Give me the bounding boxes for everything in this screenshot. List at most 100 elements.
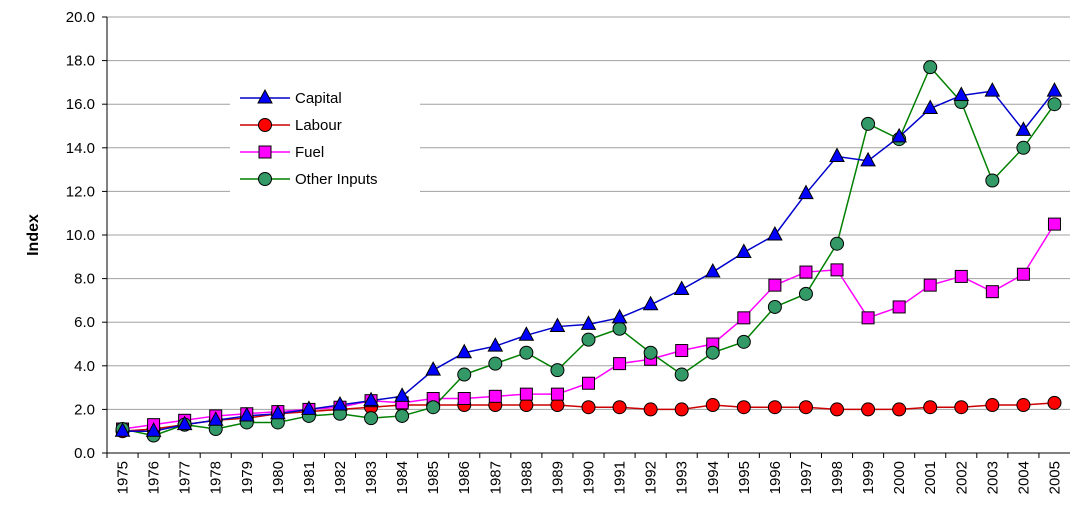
data-point [550,387,564,401]
x-tick-label: 1983 [363,461,380,494]
x-tick-label: 2002 [953,461,970,494]
data-point [985,173,1000,188]
y-tick-label: 18.0 [66,53,95,70]
y-axis-label: Index [25,214,42,256]
data-point [798,286,813,301]
y-tick-label: 16.0 [66,96,95,113]
data-point [643,345,658,360]
data-point [673,280,690,295]
data-point [830,236,845,251]
data-point [953,86,970,101]
data-point [923,278,937,292]
legend-marker [258,172,272,186]
data-point [954,400,969,415]
legend-marker [258,118,272,132]
data-point [704,263,721,278]
x-tick-label: 1984 [394,461,411,494]
x-tick-label: 2005 [1046,461,1063,494]
x-tick-label: 1991 [612,461,629,494]
data-point [1047,97,1062,112]
data-point [176,415,193,431]
data-point [892,402,907,417]
data-point [332,395,348,411]
x-tick-label: 1994 [705,461,722,494]
data-point [642,295,659,311]
x-tick-label: 1989 [549,461,566,494]
data-point [1046,82,1063,97]
data-point [830,402,845,417]
y-tick-label: 10.0 [66,227,95,244]
legend-label: Capital [295,90,342,107]
x-tick-label: 1977 [177,461,194,494]
data-point [736,334,751,349]
data-point [488,356,503,371]
data-point [425,361,442,376]
data-point [426,400,441,415]
x-tick-label: 2000 [891,461,908,494]
x-tick-label: 1993 [674,461,691,494]
x-tick-label: 1987 [487,461,504,494]
data-point [1016,398,1031,413]
data-point [395,408,410,423]
data-point [798,400,813,415]
legend-marker [257,88,273,104]
x-tick-label: 1999 [860,461,877,494]
data-point [892,300,906,314]
y-tick-label: 2.0 [74,401,95,418]
data-point [581,400,596,415]
data-point [830,263,844,277]
data-point [612,321,627,336]
data-point [114,422,131,437]
x-tick-label: 1985 [425,461,442,494]
data-point [207,411,224,426]
legend-label: Labour [295,117,342,134]
data-point [457,392,471,405]
data-point [488,389,502,403]
legend-label: Fuel [295,144,324,161]
data-point [456,343,473,359]
data-point [519,345,534,360]
data-point [518,326,535,341]
y-tick-label: 14.0 [66,140,95,157]
data-point [829,147,845,163]
x-tick-label: 1995 [736,461,753,494]
data-point [705,398,720,413]
data-point [674,402,689,417]
x-tick-label: 1979 [239,461,256,494]
legend-marker [258,145,272,159]
data-point [364,411,379,426]
data-point [922,99,939,115]
data-point [799,265,813,279]
x-tick-label: 2001 [922,461,939,494]
data-point [549,317,566,333]
y-tick-label: 8.0 [74,271,95,288]
x-tick-label: 1976 [146,461,163,494]
data-point [985,398,1000,413]
data-point [767,225,783,241]
data-point [675,344,689,358]
data-point [923,400,938,415]
data-point [923,60,938,75]
x-tick-label: 1988 [518,461,535,494]
data-point [611,308,628,324]
y-tick-label: 4.0 [74,358,95,375]
data-point [613,357,627,371]
data-point [1047,395,1062,410]
x-tick-label: 1978 [208,461,225,494]
data-point [643,402,658,417]
y-tick-label: 12.0 [66,183,95,200]
data-point [705,345,720,360]
data-point [301,400,317,415]
x-tick-label: 1990 [581,461,598,494]
data-point [612,400,627,415]
data-point [861,311,875,325]
data-point [891,127,907,143]
x-tick-label: 1986 [456,461,473,494]
data-point [581,332,596,347]
data-point [145,422,162,437]
data-point [735,243,752,258]
data-point [861,402,876,417]
data-point [737,311,751,325]
data-point [1016,140,1031,155]
data-point [363,391,379,407]
